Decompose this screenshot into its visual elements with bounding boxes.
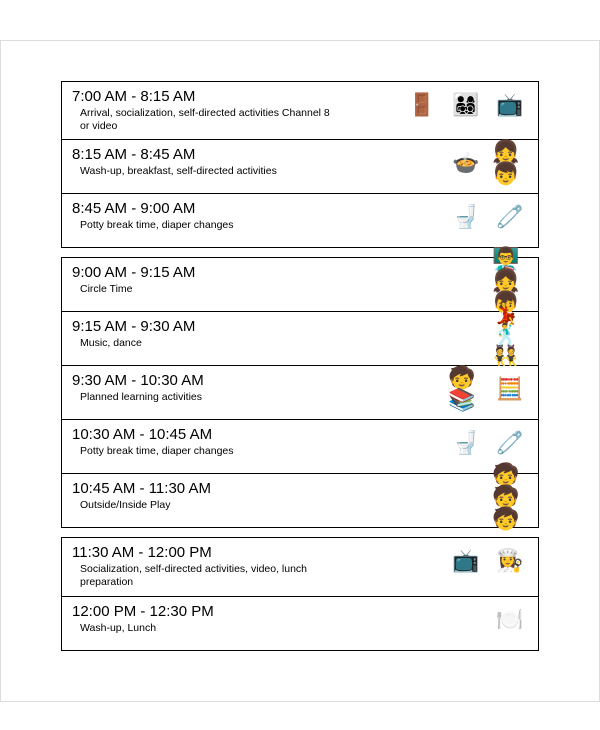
- schedule-cell: 10:45 AM - 11:30 AM Outside/Inside Play 🧒🧒…: [62, 474, 539, 528]
- time-range: 12:00 PM - 12:30 PM: [72, 603, 528, 620]
- schedule-cell: 10:30 AM - 10:45 AMPotty break time, dia…: [62, 420, 539, 474]
- schedule-table: 7:00 AM - 8:15 AMArrival, socialization,…: [61, 81, 539, 651]
- activity-icons: 🚽🧷: [448, 425, 528, 461]
- activity-icon: 🧷: [492, 199, 528, 235]
- activity-icon: 🧷: [492, 425, 528, 461]
- activity-icons: 🍽️: [492, 602, 528, 638]
- schedule-cell: 9:30 AM - 10:30 AMPlanned learning activ…: [62, 366, 539, 420]
- activity-description: Wash-up, Lunch: [72, 622, 332, 635]
- activity-icon: 👧👦: [492, 145, 528, 181]
- schedule-cell: 11:30 AM - 12:00 PMSocialization, self-d…: [62, 538, 539, 596]
- activity-icon: 👨‍👩‍👧‍👦: [448, 87, 484, 123]
- activity-description: Wash-up, breakfast, self-directed activi…: [72, 165, 332, 178]
- activity-description: Circle Time: [72, 283, 332, 296]
- activity-description: Planned learning activities: [72, 391, 332, 404]
- schedule-row: 8:45 AM - 9:00 AMPotty break time, diape…: [62, 194, 539, 248]
- activity-icon: 🍲: [448, 145, 484, 181]
- schedule-row: 11:30 AM - 12:00 PMSocialization, self-d…: [62, 538, 539, 596]
- activity-description: Potty break time, diaper changes: [72, 219, 332, 232]
- activity-description: Potty break time, diaper changes: [72, 445, 332, 458]
- activity-icon: 🧮: [492, 371, 528, 407]
- activity-icon: 🚪: [404, 87, 440, 123]
- schedule-row: 8:15 AM - 8:45 AMWash-up, breakfast, sel…: [62, 140, 539, 194]
- activity-description: Arrival, socialization, self-directed ac…: [72, 107, 332, 133]
- activity-icon: 🧒🧒🧒: [492, 479, 528, 515]
- block-gap: [62, 248, 539, 258]
- schedule-cell: 8:45 AM - 9:00 AMPotty break time, diape…: [62, 194, 539, 248]
- schedule-row: 9:15 AM - 9:30 AM Music, dance 💃🕺👯: [62, 312, 539, 366]
- activity-icons: 🚪👨‍👩‍👧‍👦📺: [404, 87, 528, 123]
- activity-icons: 💃🕺👯: [492, 317, 528, 353]
- activity-icons: 🧒📚🧮: [448, 371, 528, 407]
- schedule-page: 7:00 AM - 8:15 AMArrival, socialization,…: [0, 40, 600, 702]
- activity-icon: 📺: [448, 543, 484, 579]
- activity-icons: 🚽🧷: [448, 199, 528, 235]
- schedule-cell: 9:00 AM - 9:15 AM Circle Time 👨‍🏫👧👦: [62, 258, 539, 312]
- activity-icon: 🧒📚: [448, 371, 484, 407]
- activity-description: Outside/Inside Play: [72, 499, 332, 512]
- activity-icons: 👨‍🏫👧👦: [492, 263, 528, 299]
- block-gap: [62, 528, 539, 538]
- activity-icon: 💃🕺👯: [492, 317, 528, 353]
- schedule-row: 10:30 AM - 10:45 AMPotty break time, dia…: [62, 420, 539, 474]
- activity-icon: 📺: [492, 87, 528, 123]
- activity-icons: 📺👩‍🍳: [448, 543, 528, 579]
- activity-icons: 🧒🧒🧒: [492, 479, 528, 515]
- time-range: 10:45 AM - 11:30 AM: [72, 480, 528, 497]
- schedule-row: 10:45 AM - 11:30 AM Outside/Inside Play 🧒🧒…: [62, 474, 539, 528]
- schedule-cell: 7:00 AM - 8:15 AMArrival, socialization,…: [62, 82, 539, 140]
- schedule-row: 12:00 PM - 12:30 PM Wash-up, Lunch 🍽️: [62, 596, 539, 650]
- schedule-cell: 9:15 AM - 9:30 AM Music, dance 💃🕺👯: [62, 312, 539, 366]
- schedule-cell: 8:15 AM - 8:45 AMWash-up, breakfast, sel…: [62, 140, 539, 194]
- activity-description: Music, dance: [72, 337, 332, 350]
- activity-description: Socialization, self-directed activities,…: [72, 563, 332, 589]
- schedule-cell: 12:00 PM - 12:30 PM Wash-up, Lunch 🍽️: [62, 596, 539, 650]
- schedule-row: 7:00 AM - 8:15 AMArrival, socialization,…: [62, 82, 539, 140]
- activity-icon: 👨‍🏫👧👦: [492, 263, 528, 299]
- schedule-row: 9:00 AM - 9:15 AM Circle Time 👨‍🏫👧👦: [62, 258, 539, 312]
- activity-icon: 👩‍🍳: [492, 543, 528, 579]
- activity-icon: 🍽️: [492, 602, 528, 638]
- time-range: 9:00 AM - 9:15 AM: [72, 264, 528, 281]
- activity-icon: 🚽: [448, 199, 484, 235]
- activity-icon: 🚽: [448, 425, 484, 461]
- activity-icons: 🍲👧👦: [448, 145, 528, 181]
- schedule-row: 9:30 AM - 10:30 AMPlanned learning activ…: [62, 366, 539, 420]
- time-range: 9:15 AM - 9:30 AM: [72, 318, 528, 335]
